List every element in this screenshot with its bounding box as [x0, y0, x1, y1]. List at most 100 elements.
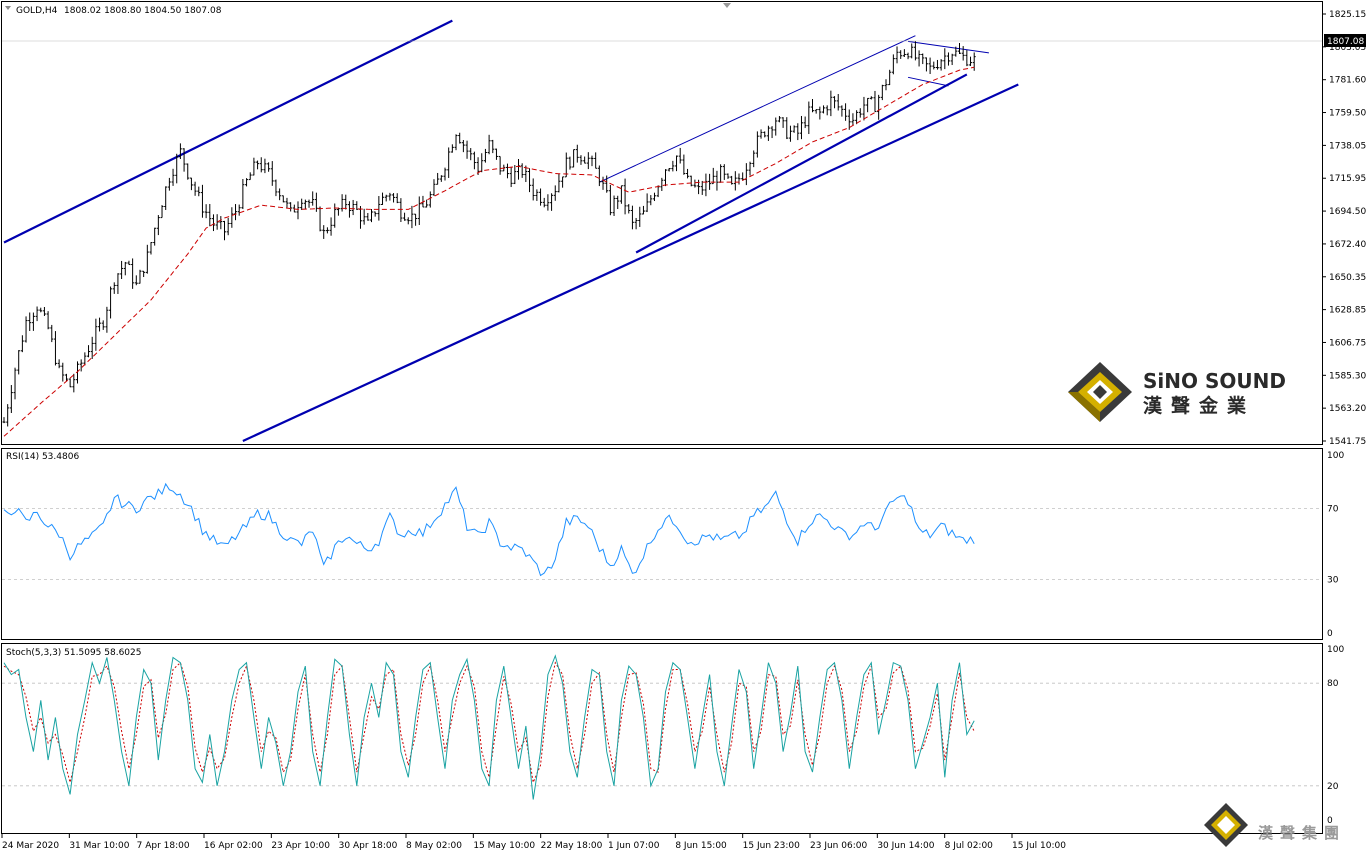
price-bar — [461, 140, 465, 153]
price-bar — [465, 140, 469, 159]
price-bar — [954, 46, 958, 57]
price-bar — [700, 180, 704, 195]
price-bar — [278, 188, 282, 201]
y-tick-label: 1563.20 — [1329, 404, 1366, 414]
price-bar — [450, 144, 454, 153]
price-bar — [737, 173, 741, 185]
moving-average — [3, 66, 975, 437]
price-bar — [561, 176, 565, 188]
price-bar — [300, 198, 304, 211]
price-bar — [149, 242, 153, 255]
price-bar — [153, 227, 157, 246]
price-bar — [921, 53, 925, 65]
price-bar — [630, 205, 634, 230]
price-bar — [131, 258, 135, 289]
price-bar — [20, 335, 24, 353]
price-bar — [763, 131, 767, 138]
price-bar — [748, 161, 752, 176]
price-bar — [476, 157, 480, 176]
price-bar — [833, 96, 837, 109]
y-tick-label: 1672.40 — [1329, 240, 1366, 250]
price-bar — [796, 123, 800, 141]
price-bar — [120, 260, 124, 280]
price-bar — [542, 197, 546, 208]
price-bar — [546, 194, 550, 211]
price-bar — [726, 173, 730, 179]
x-tick-label: 15 Jul 10:00 — [1012, 841, 1066, 851]
price-bar — [270, 161, 274, 186]
price-bar — [851, 113, 855, 126]
price-bar — [946, 52, 950, 66]
price-bar — [605, 175, 609, 193]
price-bar — [219, 216, 223, 230]
price-bar — [406, 217, 410, 225]
current-price-label: 1807.08 — [1327, 37, 1364, 47]
price-bar — [263, 158, 267, 174]
price-bar — [855, 110, 859, 125]
price-bar — [847, 109, 851, 130]
price-bar — [377, 196, 381, 221]
price-bar — [134, 275, 138, 286]
price-bar — [314, 192, 318, 212]
price-bar — [781, 117, 785, 128]
rsi-tick-label: 0 — [1327, 629, 1333, 639]
y-tick-label: 1650.35 — [1329, 273, 1366, 283]
price-bar — [329, 217, 333, 236]
x-tick-label: 8 May 02:00 — [406, 841, 462, 851]
price-bar — [252, 157, 256, 176]
x-tick-label: 24 Mar 2020 — [2, 841, 59, 851]
price-bar — [325, 227, 329, 234]
price-bar — [619, 185, 623, 204]
shift-marker-icon — [5, 6, 11, 10]
price-bar — [579, 155, 583, 165]
price-bar — [42, 306, 46, 316]
price-bar — [965, 50, 969, 67]
x-tick-label: 30 Jun 14:00 — [877, 841, 934, 851]
price-bar — [123, 261, 127, 276]
price-bar — [645, 193, 649, 213]
price-bar — [289, 202, 293, 212]
price-bar — [178, 143, 182, 160]
price-bar — [87, 345, 91, 358]
x-tick-label: 30 Apr 18:00 — [339, 841, 398, 851]
price-bar — [917, 50, 921, 67]
stoch-signal-line — [3, 661, 975, 785]
price-bar — [932, 61, 936, 70]
price-bar — [961, 46, 965, 61]
price-bar — [686, 168, 690, 179]
price-bar — [627, 204, 631, 214]
price-bar — [888, 69, 892, 86]
price-bar — [568, 156, 572, 170]
current-price-tag — [1324, 34, 1366, 47]
price-bar — [303, 199, 307, 210]
x-tick-label: 23 Apr 10:00 — [271, 841, 330, 851]
price-bar — [164, 186, 168, 210]
price-bar — [156, 215, 160, 236]
price-bar — [193, 181, 197, 196]
x-tick-label: 31 Mar 10:00 — [69, 841, 129, 851]
price-bar — [46, 311, 50, 330]
price-bar — [469, 148, 473, 161]
stoch-main-line — [3, 654, 975, 800]
price-bar — [204, 204, 208, 219]
price-bar — [311, 191, 315, 206]
stoch-tick-label: 80 — [1327, 679, 1339, 689]
stoch-tick-label: 0 — [1327, 816, 1333, 826]
x-axis-ticks: 24 Mar 2020 31 Mar 10:00 7 Apr 18:00 16 Apr… — [1, 834, 1066, 851]
price-bar — [116, 273, 120, 294]
price-bar — [410, 205, 414, 229]
price-bar — [869, 96, 873, 100]
price-bar — [664, 169, 667, 187]
rsi-tick-label: 30 — [1327, 576, 1339, 586]
price-bar — [362, 208, 366, 225]
price-bar — [447, 147, 451, 178]
price-bar — [24, 316, 28, 343]
price-bar — [513, 164, 517, 185]
price-bar — [899, 50, 903, 59]
rsi-header: RSI(14) 53.4806 — [6, 452, 79, 462]
price-bar — [395, 193, 399, 204]
price-bar — [443, 167, 447, 181]
price-bar — [182, 148, 186, 172]
price-bar — [491, 139, 495, 154]
price-bar — [682, 154, 686, 175]
